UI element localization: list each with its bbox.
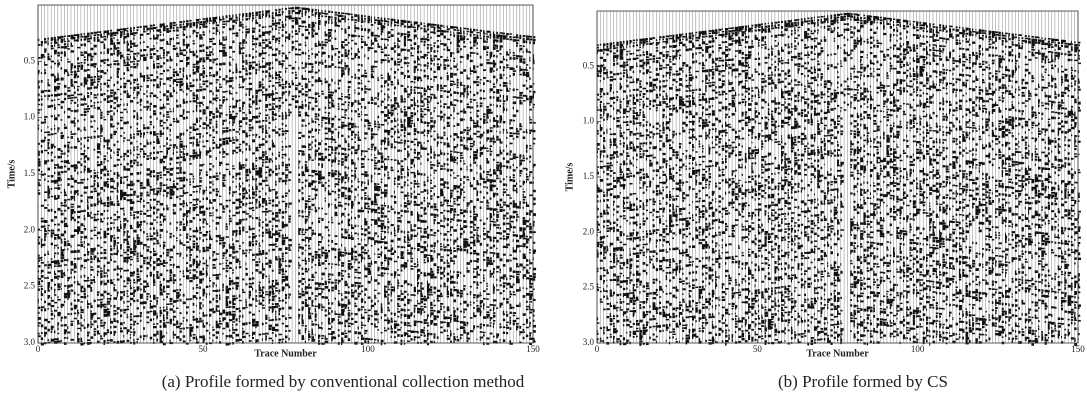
y-tick-label: 1.5 xyxy=(24,168,36,178)
y-tick-label: 3.0 xyxy=(583,337,595,347)
caption: (b) Profile formed by CS xyxy=(778,372,948,391)
x-tick-label: 100 xyxy=(911,344,925,354)
x-axis-label: Trace Number xyxy=(806,348,869,359)
y-tick-label: 2.0 xyxy=(583,226,595,236)
x-tick-label: 150 xyxy=(1071,344,1085,354)
y-tick-label: 0.5 xyxy=(24,55,36,65)
y-axis-label: Time/s xyxy=(564,163,575,192)
x-tick-label: 0 xyxy=(36,344,41,354)
y-axis-label: Time/s xyxy=(6,160,17,189)
x-tick-label: 150 xyxy=(526,344,540,354)
caption: (a) Profile formed by conventional colle… xyxy=(162,372,525,391)
y-tick-label: 0.5 xyxy=(583,60,595,70)
x-axis-label: Trace Number xyxy=(254,348,317,359)
y-tick-label: 2.0 xyxy=(24,224,36,234)
x-tick-label: 0 xyxy=(595,344,600,354)
x-tick-label: 50 xyxy=(753,344,763,354)
x-tick-label: 50 xyxy=(199,344,209,354)
x-tick-label: 100 xyxy=(361,344,375,354)
y-tick-label: 1.5 xyxy=(583,171,595,181)
y-tick-label: 3.0 xyxy=(24,337,36,347)
y-tick-label: 2.5 xyxy=(24,281,36,291)
y-tick-label: 1.0 xyxy=(583,116,595,126)
y-tick-label: 2.5 xyxy=(583,282,595,292)
y-tick-label: 1.0 xyxy=(24,112,36,122)
seismic-texture xyxy=(596,12,1081,346)
seismic-texture xyxy=(37,6,537,346)
